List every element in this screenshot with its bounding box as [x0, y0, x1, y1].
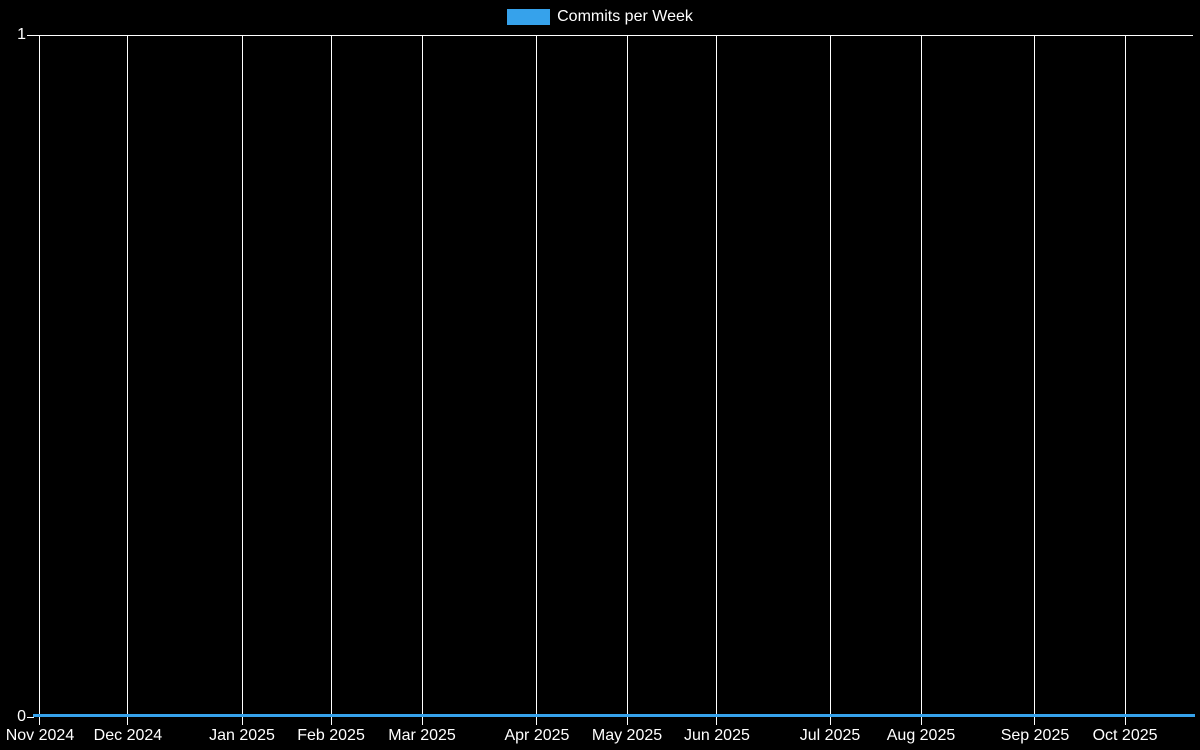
x-axis-tick-label: Oct 2025: [1092, 727, 1158, 744]
x-gridline: [39, 35, 41, 725]
x-axis-tick-label: Sep 2025: [1000, 727, 1070, 744]
x-gridline: [716, 35, 718, 725]
y0-tick-mark: [27, 717, 34, 718]
y1-gridline: [27, 35, 1193, 36]
x-gridline: [330, 35, 332, 725]
y-axis-label-0: 0: [17, 708, 26, 725]
x-gridline: [1034, 35, 1036, 725]
x-axis-tick-label: Apr 2025: [504, 727, 570, 744]
legend-swatch-icon: [507, 9, 551, 25]
x-gridline: [1124, 35, 1126, 725]
x-gridline: [829, 35, 831, 725]
x-gridline: [127, 35, 129, 725]
chart-legend: Commits per Week: [0, 7, 1200, 27]
x-axis-tick-label: Jun 2025: [684, 727, 750, 744]
x-gridline: [421, 35, 423, 725]
x-axis-tick-label: Feb 2025: [297, 727, 365, 744]
x-axis-tick-label: Jan 2025: [209, 727, 275, 744]
legend-label: Commits per Week: [557, 8, 693, 25]
x-axis-tick-label: May 2025: [591, 727, 663, 744]
x-gridline: [536, 35, 538, 725]
x-gridline: [920, 35, 922, 725]
x-axis-tick-label: Nov 2024: [5, 727, 75, 744]
x-gridline: [241, 35, 243, 725]
commits-series-line: [33, 714, 1195, 717]
x-axis-tick-label: Mar 2025: [388, 727, 456, 744]
x-axis-tick-label: Dec 2024: [93, 727, 163, 744]
x-axis-tick-label: Aug 2025: [886, 727, 956, 744]
y-axis-label-1: 1: [17, 26, 26, 43]
legend-item-commits-per-week[interactable]: Commits per Week: [507, 8, 693, 26]
x-axis-tick-label: Jul 2025: [799, 727, 861, 744]
x-gridline: [626, 35, 628, 725]
